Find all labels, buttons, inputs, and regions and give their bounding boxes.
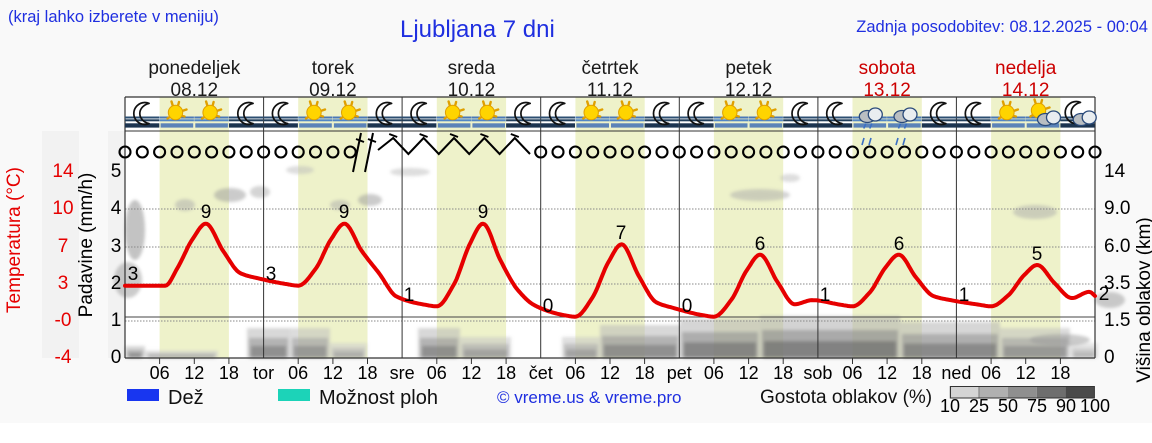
svg-text:06: 06 xyxy=(150,363,170,383)
svg-text:Temperatura (°C): Temperatura (°C) xyxy=(4,167,25,313)
svg-text:0: 0 xyxy=(111,347,122,368)
svg-text:06: 06 xyxy=(704,363,724,383)
svg-text:1: 1 xyxy=(404,285,415,306)
svg-text:3: 3 xyxy=(111,236,122,257)
svg-text:5: 5 xyxy=(111,161,122,182)
svg-text:6: 6 xyxy=(755,234,766,255)
svg-text:5: 5 xyxy=(1032,244,1043,265)
svg-text:12: 12 xyxy=(1016,363,1036,383)
svg-text:1: 1 xyxy=(820,285,831,306)
svg-text:18: 18 xyxy=(912,363,932,383)
svg-text:-4: -4 xyxy=(55,347,72,368)
svg-text:18: 18 xyxy=(496,363,516,383)
svg-text:18: 18 xyxy=(773,363,793,383)
svg-text:7: 7 xyxy=(616,223,627,244)
svg-text:06: 06 xyxy=(981,363,1001,383)
svg-text:14: 14 xyxy=(1104,161,1126,182)
svg-text:čet: čet xyxy=(529,363,553,383)
svg-text:14: 14 xyxy=(52,161,74,182)
svg-text:0: 0 xyxy=(682,296,693,317)
svg-text:pet: pet xyxy=(667,363,692,383)
svg-text:7: 7 xyxy=(58,236,69,257)
svg-text:3: 3 xyxy=(266,264,277,285)
svg-text:3: 3 xyxy=(58,273,69,294)
svg-text:1: 1 xyxy=(959,285,970,306)
svg-text:3: 3 xyxy=(128,264,139,285)
svg-text:18: 18 xyxy=(219,363,239,383)
svg-text:Padavine (mm/h): Padavine (mm/h) xyxy=(76,173,97,318)
svg-text:12: 12 xyxy=(461,363,481,383)
svg-text:10: 10 xyxy=(52,198,73,219)
svg-text:18: 18 xyxy=(357,363,377,383)
svg-text:2: 2 xyxy=(1099,284,1110,305)
svg-text:1.5: 1.5 xyxy=(1104,310,1130,331)
svg-text:6: 6 xyxy=(894,234,905,255)
svg-text:12: 12 xyxy=(877,363,897,383)
svg-text:9: 9 xyxy=(201,202,212,223)
svg-text:tor: tor xyxy=(253,363,274,383)
svg-text:6.0: 6.0 xyxy=(1104,236,1130,257)
svg-text:18: 18 xyxy=(1050,363,1070,383)
svg-text:0: 0 xyxy=(543,296,554,317)
svg-text:12: 12 xyxy=(739,363,759,383)
svg-text:-0: -0 xyxy=(55,310,72,331)
svg-text:9: 9 xyxy=(339,202,350,223)
svg-text:9: 9 xyxy=(478,202,489,223)
svg-text:06: 06 xyxy=(565,363,585,383)
svg-text:9.0: 9.0 xyxy=(1104,198,1130,219)
svg-text:12: 12 xyxy=(323,363,343,383)
svg-text:sob: sob xyxy=(803,363,832,383)
svg-text:06: 06 xyxy=(842,363,862,383)
svg-text:1: 1 xyxy=(111,310,122,331)
svg-text:0: 0 xyxy=(1104,347,1115,368)
svg-text:ned: ned xyxy=(941,363,971,383)
svg-text:12: 12 xyxy=(184,363,204,383)
svg-text:Višina oblakov (km): Višina oblakov (km) xyxy=(1134,217,1152,382)
svg-text:4: 4 xyxy=(111,198,122,219)
svg-text:06: 06 xyxy=(427,363,447,383)
svg-text:18: 18 xyxy=(635,363,655,383)
svg-text:sre: sre xyxy=(390,363,415,383)
svg-text:12: 12 xyxy=(600,363,620,383)
svg-text:2: 2 xyxy=(111,273,122,294)
svg-text:06: 06 xyxy=(288,363,308,383)
